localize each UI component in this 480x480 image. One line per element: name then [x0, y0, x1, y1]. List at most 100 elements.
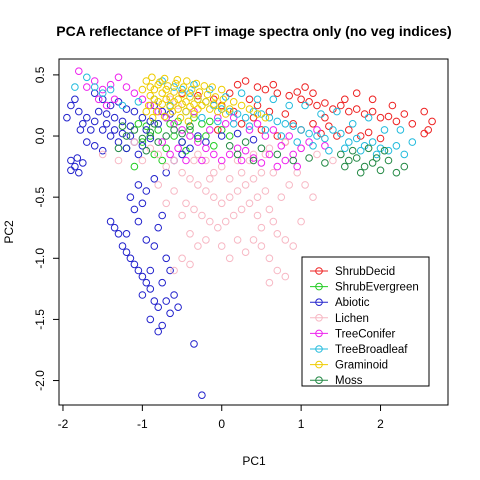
point-graminoid-39: [187, 85, 196, 94]
point-treeconifer-45: [237, 156, 246, 165]
point-treeconifer-51: [293, 162, 302, 171]
point-graminoid-50: [160, 112, 169, 121]
data-points: [63, 67, 436, 400]
point-lichen-3: [202, 187, 210, 195]
point-abiotic-40: [158, 321, 166, 330]
point-graminoid-60: [208, 83, 216, 91]
point-treebroadleaf-51: [71, 83, 79, 91]
point-lichen-32: [281, 272, 290, 281]
point-abiotic-47: [170, 291, 178, 299]
x-axis-label: PC1: [242, 454, 266, 468]
point-treeconifer-17: [241, 146, 250, 155]
point-graminoid-11: [186, 93, 194, 101]
point-shrubevergreen-14: [174, 117, 182, 126]
point-lichen-27: [257, 223, 266, 232]
point-treeconifer-28: [130, 89, 139, 97]
point-treebroadleaf-33: [400, 150, 409, 159]
point-lichen-8: [241, 181, 250, 189]
point-shrubevergreen-15: [142, 122, 151, 130]
point-lichen-68: [301, 181, 309, 189]
point-treeconifer-27: [138, 95, 147, 104]
point-abiotic-1: [71, 95, 79, 104]
point-abiotic-38: [150, 297, 159, 305]
point-abiotic-70: [110, 113, 119, 122]
point-lichen-16: [221, 217, 230, 226]
point-moss-2: [138, 134, 147, 143]
point-graminoid-8: [174, 95, 182, 104]
point-lichen-50: [194, 150, 202, 159]
point-graminoid-27: [170, 98, 178, 106]
point-shrubdecid-33: [345, 126, 353, 134]
point-lichen-56: [194, 242, 202, 250]
point-treebroadleaf-17: [273, 117, 282, 126]
point-treebroadleaf-44: [214, 117, 222, 126]
point-lichen-11: [182, 199, 190, 208]
point-shrubevergreen-9: [210, 142, 218, 150]
point-lichen-5: [217, 199, 226, 208]
point-treebroadleaf-0: [83, 73, 91, 82]
point-shrubdecid-31: [325, 122, 333, 130]
point-abiotic-64: [146, 117, 155, 126]
point-shrubdecid-18: [392, 117, 401, 126]
point-treebroadleaf-11: [225, 107, 234, 116]
point-treeconifer-1: [83, 83, 91, 91]
point-moss-1: [130, 126, 139, 134]
point-abiotic-12: [114, 138, 123, 146]
point-graminoid-18: [214, 107, 222, 116]
point-shrubevergreen-22: [225, 132, 234, 140]
point-treebroadleaf-56: [333, 107, 341, 116]
point-abiotic-43: [146, 266, 155, 275]
point-lichen-80: [190, 156, 198, 165]
point-treebroadleaf-10: [217, 105, 226, 113]
point-abiotic-53: [126, 193, 135, 201]
point-shrubdecid-46: [237, 120, 246, 128]
point-moss-32: [178, 129, 186, 138]
point-treebroadleaf-28: [360, 142, 369, 150]
point-shrubdecid-22: [424, 126, 433, 134]
point-lichen-48: [313, 150, 321, 159]
point-graminoid-29: [178, 100, 186, 108]
point-treeconifer-34: [221, 120, 230, 128]
point-shrubdecid-4: [273, 89, 282, 97]
point-abiotic-26: [73, 154, 82, 162]
point-graminoid-30: [182, 107, 190, 116]
point-graminoid-13: [194, 95, 202, 104]
point-treebroadleaf-18: [281, 120, 290, 128]
point-shrubevergreen-11: [158, 156, 166, 165]
point-treeconifer-5: [114, 73, 123, 82]
point-shrubdecid-23: [428, 117, 436, 126]
point-graminoid-37: [171, 79, 180, 88]
point-moss-8: [142, 146, 151, 155]
point-abiotic-31: [122, 248, 131, 256]
point-lichen-10: [257, 168, 266, 177]
point-lichen-25: [281, 236, 290, 244]
point-graminoid-23: [154, 98, 162, 106]
point-treeconifer-14: [217, 156, 226, 165]
point-abiotic-67: [90, 142, 99, 150]
point-treebroadleaf-62: [253, 95, 262, 104]
point-abiotic-78: [76, 126, 85, 134]
point-lichen-70: [269, 168, 278, 177]
point-graminoid-31: [186, 102, 194, 111]
point-shrubdecid-19: [400, 110, 409, 118]
point-abiotic-71: [118, 117, 127, 126]
point-treeconifer-21: [273, 162, 282, 171]
point-graminoid-55: [160, 74, 169, 83]
point-shrubdecid-2: [253, 83, 262, 91]
point-lichen-14: [206, 217, 214, 226]
point-abiotic-49: [166, 309, 174, 318]
point-abiotic-7: [94, 107, 103, 116]
point-moss-36: [249, 156, 258, 165]
point-abiotic-11: [110, 126, 119, 134]
point-shrubevergreen-2: [154, 126, 162, 134]
point-abiotic-39: [154, 303, 162, 312]
legend-label-treebroadleaf: TreeBroadleaf: [335, 344, 408, 356]
point-abiotic-76: [186, 144, 194, 153]
point-abiotic-4: [83, 113, 91, 122]
point-treeconifer-41: [321, 142, 329, 150]
point-treeconifer-20: [265, 150, 274, 159]
point-lichen-61: [233, 236, 242, 244]
point-treebroadleaf-30: [376, 144, 385, 153]
point-graminoid-57: [183, 77, 191, 85]
